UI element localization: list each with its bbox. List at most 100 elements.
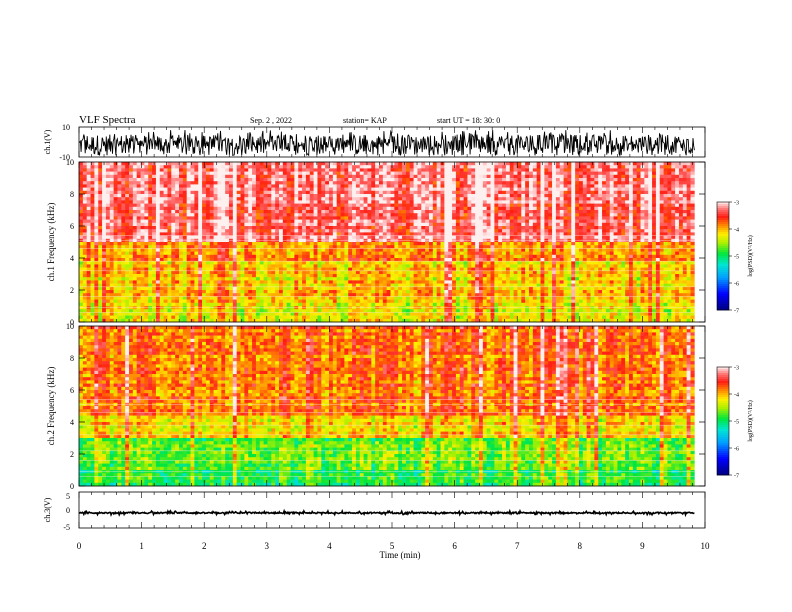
spectrogram-cell [278, 178, 284, 182]
spectrogram-cell [267, 248, 272, 252]
spectrogram-cell [367, 242, 372, 246]
spectrogram-cell [309, 190, 314, 195]
spectrogram-cell [125, 248, 130, 252]
spectrogram-cell [675, 206, 680, 211]
spectrogram-cell [190, 216, 195, 220]
spectrogram-cell [436, 165, 441, 169]
spectrogram-cell [82, 190, 87, 195]
spectrogram-cell [275, 213, 280, 217]
spectrogram-cell [402, 184, 407, 188]
spectrogram-cell [409, 229, 414, 233]
spectrogram-cell [278, 245, 284, 249]
spectrogram-cell [221, 222, 226, 227]
spectrogram-cell [221, 197, 226, 201]
spectrogram-cell [82, 181, 87, 185]
spectrogram-cell [582, 222, 587, 227]
spectrogram-cell [548, 197, 553, 201]
spectrogram-cell [436, 210, 441, 214]
spectrogram-cell [252, 206, 257, 211]
spectrogram-cell [382, 258, 387, 262]
spectrogram-cell [167, 219, 172, 224]
spectrogram-cell [405, 245, 411, 249]
spectrogram-cell [417, 242, 422, 246]
spectrogram-cell [232, 162, 237, 166]
spectrogram-cell [298, 219, 303, 224]
spectrogram-cell [290, 194, 295, 198]
spectrogram-cell [217, 184, 222, 188]
spectrogram-cell [478, 232, 484, 236]
spectrogram-cell [686, 213, 691, 217]
spectrogram-cell [167, 226, 172, 230]
spectrogram-cell [82, 245, 87, 249]
spectrogram-cell [609, 194, 614, 198]
spectrogram-cell [328, 187, 334, 192]
spectrogram-cell [348, 165, 353, 169]
spectrogram-cell [548, 165, 553, 169]
spectrogram-cell [425, 200, 430, 204]
spectrogram-cell [309, 181, 314, 185]
spectrogram-cell [528, 210, 534, 214]
spectrogram-cell [252, 232, 257, 236]
spectrogram-cell [163, 200, 168, 204]
spectrogram-cell [302, 200, 307, 204]
spectrogram-cell [567, 235, 572, 240]
spectrogram-cell [655, 232, 661, 236]
spectrogram-cell [205, 194, 211, 198]
spectrogram-cell [471, 226, 476, 230]
spectrogram-cell [225, 232, 230, 236]
spectrogram-cell [263, 226, 268, 230]
spectrogram-cell [482, 242, 487, 246]
spectrogram-cell [671, 165, 676, 169]
spectrogram-cell [348, 200, 353, 204]
spectrogram-cell [459, 213, 464, 217]
spectrogram-cell [563, 197, 568, 201]
spectrogram-cell [344, 251, 349, 256]
spectrogram-cell [375, 258, 380, 262]
spectrogram-cell [371, 216, 376, 220]
spectrogram-cell [194, 171, 199, 176]
spectrogram-cell [594, 213, 599, 217]
spectrogram-cell [405, 216, 411, 220]
spectrogram-cell [175, 219, 180, 224]
spectrogram-cell [348, 248, 353, 252]
spectrogram-cell [659, 184, 664, 188]
spectrogram-cell [121, 242, 126, 246]
spectrogram-cell [252, 187, 257, 192]
spectrogram-cell [148, 200, 153, 204]
spectrogram-cell [436, 216, 441, 220]
spectrogram-cell [502, 190, 507, 195]
spectrogram-cell [232, 245, 237, 249]
spectrogram-cell [502, 226, 507, 230]
spectrogram-cell [578, 190, 584, 195]
spectrogram-cell [659, 190, 664, 195]
spectrogram-cell [621, 200, 626, 204]
spectrogram-cell [690, 174, 695, 179]
spectrogram-cell [363, 194, 368, 198]
spectrogram-cell [398, 226, 403, 230]
spectrogram-cell [136, 187, 141, 192]
spectrogram-cell [602, 200, 607, 204]
spectrogram-cell [79, 219, 84, 224]
spectrogram-cell [690, 165, 695, 169]
spectrogram-cell [282, 242, 287, 246]
spectrogram-cell [109, 194, 114, 198]
spectrogram-cell [367, 178, 372, 182]
spectrogram-cell [613, 171, 618, 176]
spectrogram-cell [559, 203, 564, 208]
spectrogram-cell [636, 242, 641, 246]
spectrogram-cell [255, 206, 261, 211]
spectrogram-cell [652, 197, 657, 201]
spectrogram-cell [194, 251, 199, 256]
spectrogram-cell [559, 245, 564, 249]
spectrogram-cell [621, 229, 626, 233]
spectrogram-cell [452, 162, 457, 166]
spectrogram-cell [175, 254, 180, 259]
start-time-label: start UT = 18: 30: 0 [437, 116, 500, 125]
spectrogram-cell [602, 174, 607, 179]
spectrogram-cell [305, 213, 311, 217]
spectrogram-cell [463, 219, 468, 224]
spectrogram-cell [625, 213, 630, 217]
spectrogram-cell [190, 254, 195, 259]
spectrogram-cell [417, 165, 422, 169]
spectrogram-cell [555, 184, 561, 188]
